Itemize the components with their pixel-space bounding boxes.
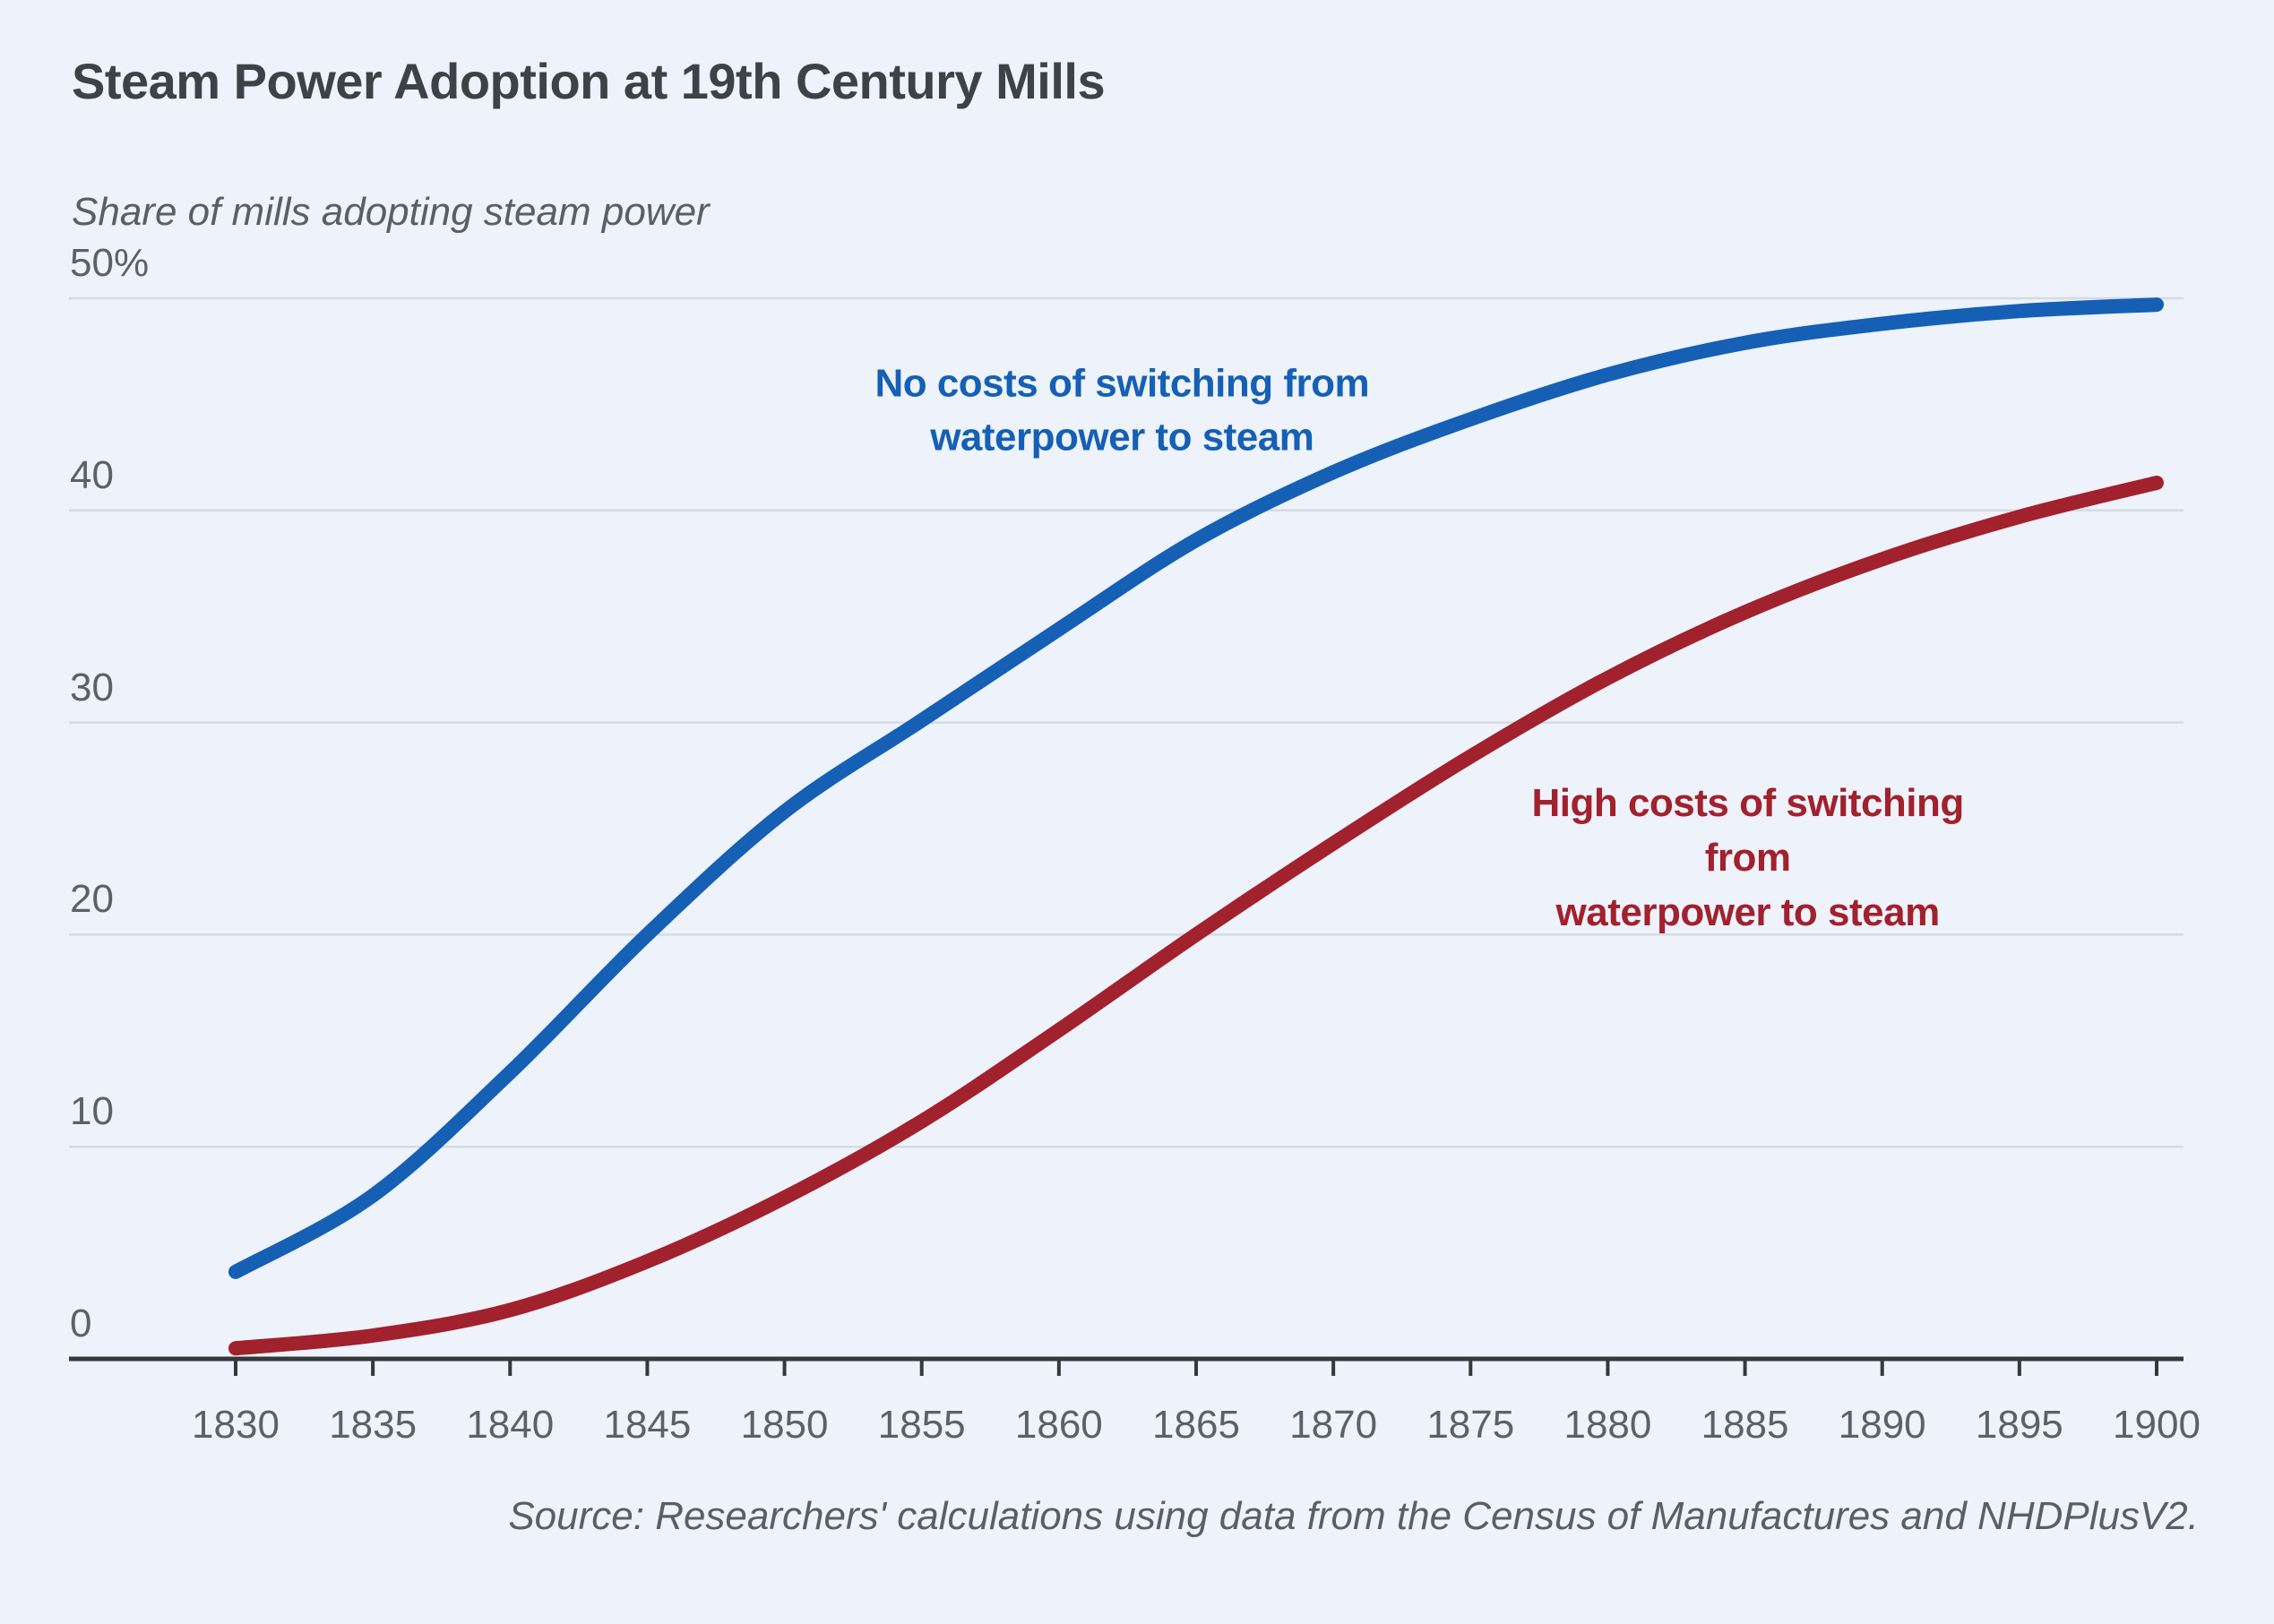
x-tick-label-1900: 1900 xyxy=(2113,1403,2201,1447)
x-tick-label-1895: 1895 xyxy=(1975,1403,2063,1447)
y-axis-title: Share of mills adopting steam power xyxy=(72,190,710,234)
y-tick-label-20: 20 xyxy=(70,877,114,922)
x-tick-label-1885: 1885 xyxy=(1701,1403,1789,1447)
x-tick-label-1870: 1870 xyxy=(1289,1403,1378,1447)
y-tick-label-0: 0 xyxy=(70,1302,92,1345)
no-cost-of-switching-label: No costs of switching from waterpower to… xyxy=(874,360,1370,460)
x-tick-label-1850: 1850 xyxy=(740,1403,829,1447)
x-tick-label-1855: 1855 xyxy=(877,1403,966,1447)
x-tick-label-1830: 1830 xyxy=(192,1403,280,1447)
no-cost-of-switching-line xyxy=(228,297,2164,1279)
chart-title: Steam Power Adoption at 19th Century Mil… xyxy=(72,53,1106,109)
y-tick-label-30: 30 xyxy=(70,665,114,709)
high-cost-of-switching-line xyxy=(228,476,2164,1356)
y-tick-label-50: 50% xyxy=(70,241,150,285)
x-tick-label-1880: 1880 xyxy=(1563,1403,1652,1447)
x-tick-label-1860: 1860 xyxy=(1014,1403,1103,1447)
x-tick-label-1845: 1845 xyxy=(603,1403,692,1447)
x-tick-label-1835: 1835 xyxy=(329,1403,418,1447)
x-tick-label-1865: 1865 xyxy=(1152,1403,1240,1447)
y-tick-label-10: 10 xyxy=(70,1089,114,1134)
x-tick-label-1890: 1890 xyxy=(1838,1403,1926,1447)
source-note: Source: Researchers' calculations using … xyxy=(508,1494,2199,1538)
high-cost-of-switching-label: High costs of switching from waterpower … xyxy=(1531,781,1964,934)
x-tick-label-1840: 1840 xyxy=(466,1403,555,1447)
x-tick-label-1875: 1875 xyxy=(1426,1403,1515,1447)
y-tick-label-40: 40 xyxy=(70,452,114,497)
